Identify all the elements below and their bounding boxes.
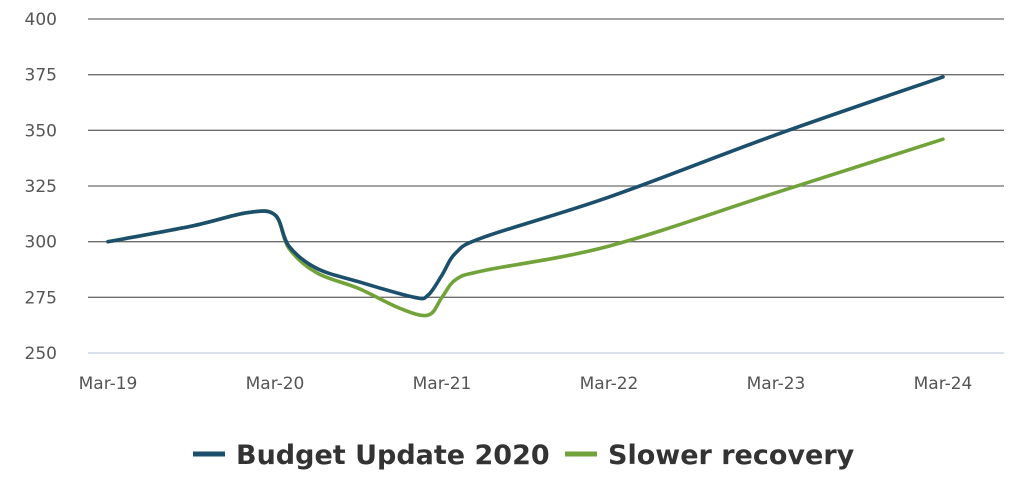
x-axis-ticks: Mar-19 Mar-20 Mar-21 Mar-22 Mar-23 Mar-24 bbox=[79, 374, 973, 394]
legend-label-budget-update: Budget Update 2020 bbox=[236, 440, 550, 471]
y-tick-label: 325 bbox=[25, 177, 57, 197]
y-tick-label: 400 bbox=[25, 10, 57, 30]
legend: Budget Update 2020 Slower recovery bbox=[193, 440, 855, 471]
x-tick-label: Mar-19 bbox=[79, 374, 138, 394]
y-tick-label: 350 bbox=[25, 121, 57, 141]
series-lines bbox=[106, 75, 945, 318]
series-line-budget-update bbox=[106, 75, 945, 301]
x-tick-label: Mar-24 bbox=[914, 374, 973, 394]
x-tick-label: Mar-23 bbox=[747, 374, 806, 394]
y-tick-label: 250 bbox=[25, 344, 57, 364]
x-tick-label: Mar-22 bbox=[580, 374, 639, 394]
y-axis-ticks: 250 275 300 325 350 375 400 bbox=[25, 10, 57, 364]
x-tick-label: Mar-21 bbox=[413, 374, 472, 394]
y-tick-label: 300 bbox=[25, 233, 57, 253]
y-tick-label: 275 bbox=[25, 288, 57, 308]
series-line-slower-recovery bbox=[106, 137, 945, 318]
grid-lines bbox=[88, 18, 1004, 354]
legend-label-slower-recovery: Slower recovery bbox=[608, 440, 855, 471]
x-tick-label: Mar-20 bbox=[246, 374, 305, 394]
y-tick-label: 375 bbox=[25, 66, 57, 86]
